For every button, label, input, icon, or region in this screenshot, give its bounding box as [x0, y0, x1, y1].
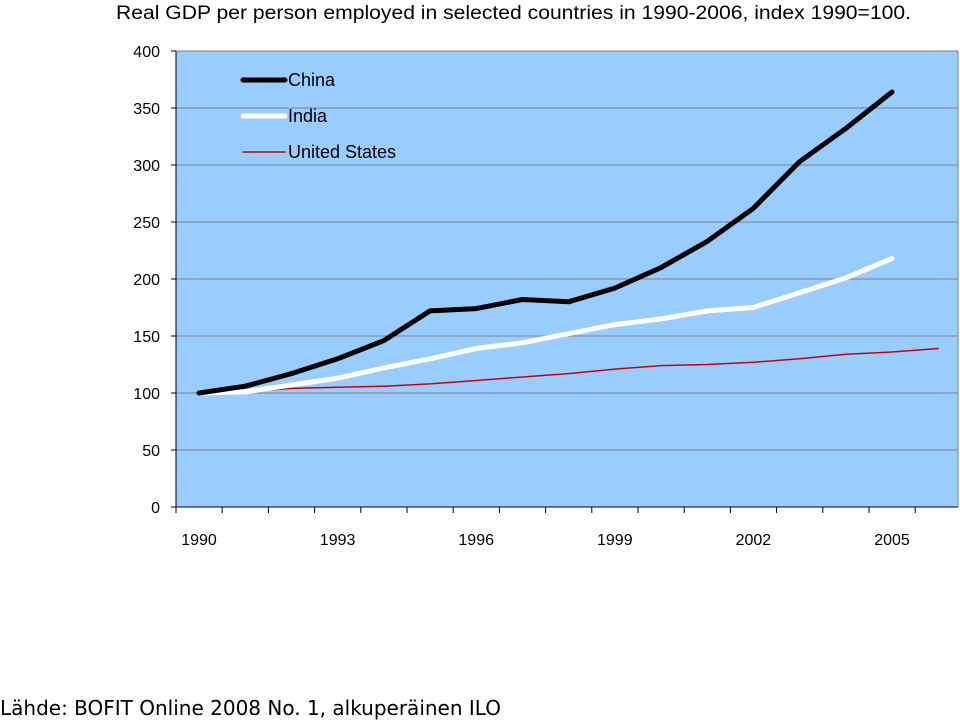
y-tick-label: 250	[133, 215, 160, 232]
series-line-india	[196, 256, 895, 396]
x-tick-label: 1990	[181, 532, 217, 549]
y-tick-label: 400	[133, 44, 160, 61]
chart: Real GDP per person employed in selected…	[116, 3, 959, 549]
legend-label: China	[288, 70, 336, 90]
legend-label: India	[288, 106, 328, 126]
x-tick-label: 1993	[320, 532, 356, 549]
y-tick-label: 50	[142, 443, 160, 460]
x-tick-label: 2002	[736, 532, 772, 549]
y-tick-label: 300	[133, 158, 160, 175]
x-tick-label: 1996	[458, 532, 494, 549]
y-tick-label: 150	[133, 329, 160, 346]
y-tick-label: 100	[133, 386, 160, 403]
y-tick-label: 350	[133, 101, 160, 118]
series-line-united-states	[198, 347, 939, 394]
x-tick-label: 1999	[597, 532, 633, 549]
legend-label: United States	[288, 142, 396, 162]
y-tick-label: 200	[133, 272, 160, 289]
source-caption: Lähde: BOFIT Online 2008 No. 1, alkuperä…	[0, 696, 501, 720]
chart-title: Real GDP per person employed in selected…	[116, 3, 911, 24]
series-lines	[196, 89, 939, 396]
x-tick-label: 2005	[874, 532, 910, 549]
y-tick-label: 0	[151, 500, 160, 517]
axes: 0 50 100 150 200 250 300 350 400 1990 1993 1996 1999…	[133, 44, 959, 549]
series-line-china	[196, 89, 895, 396]
legend: China India United States	[240, 70, 396, 162]
